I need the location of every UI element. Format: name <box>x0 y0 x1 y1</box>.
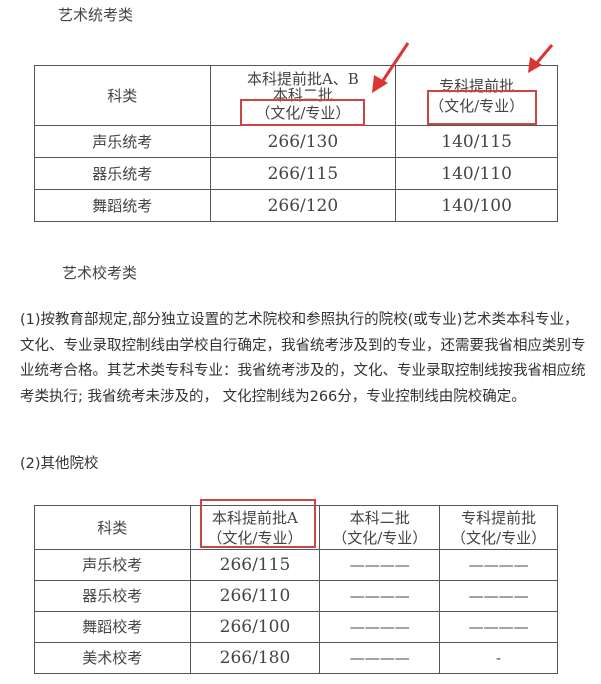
table-row: 声乐统考 266/130 140/115 <box>34 125 558 158</box>
table-row: 美术校考 266/180 ———— - <box>34 642 558 674</box>
table-school-exam: 科类 本科提前批A （文化/专业） 本科二批 （文化/专业） 专科提前批 （文化/专业… <box>34 505 558 674</box>
header-line: （文化/专业） <box>332 528 428 547</box>
cell: ———— <box>439 549 558 581</box>
header-category: 科类 <box>34 505 191 550</box>
section-title-art-school-exam: 艺术校考类 <box>62 264 138 282</box>
cell: 266/120 <box>209 189 397 222</box>
cell: 266/110 <box>189 580 321 612</box>
header-line: 本科提前批A、B <box>246 69 359 88</box>
paragraph-other-schools: (2)其他院校 <box>20 456 99 472</box>
highlight-box <box>240 99 365 126</box>
header-undergrad-a: 本科提前批A （文化/专业） <box>189 505 321 550</box>
header-line: （文化/专业） <box>207 528 303 547</box>
table-unified-exam: 科类 本科提前批A、B 本科二批 （文化/专业） 专科提前批 （文化/专业） 声乐统考… <box>34 65 558 222</box>
highlight-box <box>200 499 316 548</box>
cell: ———— <box>439 611 558 643</box>
header-line: 专科提前批 <box>461 508 537 527</box>
cell: 266/115 <box>209 157 397 190</box>
table-row: 器乐统考 266/115 140/110 <box>34 157 558 190</box>
table-row: 器乐校考 266/110 ———— ———— <box>34 580 558 612</box>
cell: 266/130 <box>209 125 397 158</box>
cell: - <box>439 642 558 674</box>
red-arrow-icon <box>372 42 554 93</box>
header-line: （文化/专业） <box>451 528 547 547</box>
cell: 140/100 <box>395 189 558 222</box>
table-header-row: 科类 本科提前批A、B 本科二批 （文化/专业） 专科提前批 （文化/专业） <box>34 65 558 126</box>
table-row: 舞蹈校考 266/100 ———— ———— <box>34 611 558 643</box>
table-row: 声乐校考 266/115 ———— ———— <box>34 549 558 581</box>
cell: ———— <box>319 549 441 581</box>
table-header-row: 科类 本科提前批A （文化/专业） 本科二批 （文化/专业） 专科提前批 （文化/专业… <box>34 505 558 550</box>
cell: 舞蹈校考 <box>34 611 191 643</box>
cell: 美术校考 <box>34 642 191 674</box>
cell: ———— <box>319 580 441 612</box>
header-line: 本科二批 <box>349 508 410 527</box>
cell: 器乐统考 <box>34 157 211 190</box>
cell: 266/115 <box>189 549 321 581</box>
cell: ———— <box>439 580 558 612</box>
header-undergrad-batch: 本科提前批A、B 本科二批 （文化/专业） <box>209 65 397 126</box>
header-category: 科类 <box>34 65 211 126</box>
header-undergrad-2: 本科二批 （文化/专业） <box>319 505 441 550</box>
cell: 器乐校考 <box>34 580 191 612</box>
table-row: 舞蹈统考 266/120 140/100 <box>34 189 558 222</box>
cell: 266/180 <box>189 642 321 674</box>
cell: 声乐校考 <box>34 549 191 581</box>
header-line: （文化/专业） <box>255 103 351 122</box>
header-line: 本科二批 <box>272 85 333 104</box>
paragraph-rules: (1)按教育部规定,部分独立设置的艺术院校和参照执行的院校(或专业)艺术类本科专… <box>20 312 586 405</box>
cell: ———— <box>319 642 441 674</box>
cell: ———— <box>319 611 441 643</box>
cell: 声乐统考 <box>34 125 211 158</box>
header-college-batch: 专科提前批 （文化/专业） <box>395 65 558 126</box>
header-line: 专科提前批 <box>439 76 515 95</box>
highlight-box <box>427 90 537 125</box>
cell: 140/110 <box>395 157 558 190</box>
cell: 266/100 <box>189 611 321 643</box>
section-title-art-unified-exam: 艺术统考类 <box>58 6 134 24</box>
header-line: 本科提前批A <box>212 508 298 527</box>
header-line: （文化/专业） <box>429 96 525 115</box>
header-college: 专科提前批 （文化/专业） <box>439 505 558 550</box>
cell: 舞蹈统考 <box>34 189 211 222</box>
cell: 140/115 <box>395 125 558 158</box>
